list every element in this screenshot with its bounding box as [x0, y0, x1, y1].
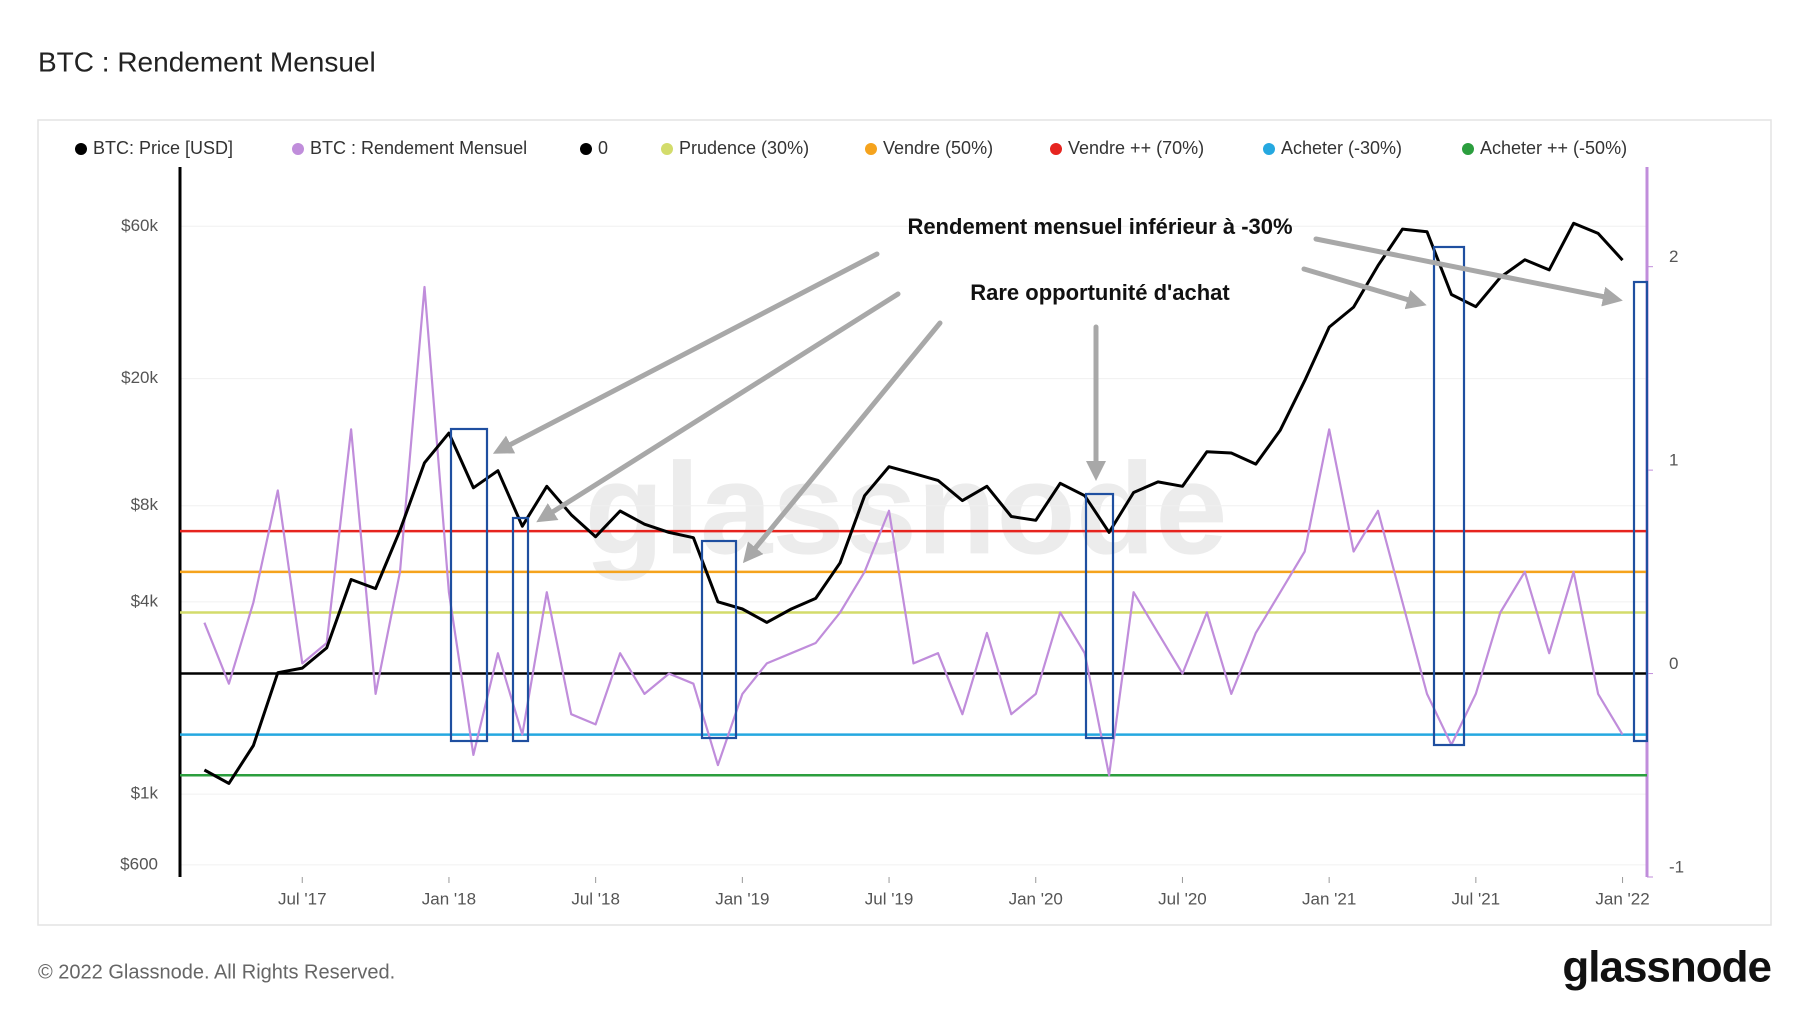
x-tick-label: Jan '22	[1595, 889, 1649, 908]
arrow	[536, 291, 901, 523]
arrow	[1301, 266, 1427, 310]
chart-title: BTC : Rendement Mensuel	[38, 46, 376, 77]
highlight-box	[1084, 492, 1115, 740]
chart-frame	[37, 119, 1772, 926]
legend-marker	[75, 143, 87, 155]
legend-label: Vendre ++ (70%)	[1068, 138, 1204, 158]
y2-tick-label: 0	[1669, 654, 1678, 673]
highlight-box	[1632, 280, 1649, 743]
y-tick-label: $8k	[131, 495, 159, 514]
legend-marker	[580, 143, 592, 155]
arrows	[492, 236, 1623, 564]
return-line	[203, 285, 1624, 777]
legend-label: BTC : Rendement Mensuel	[310, 138, 527, 158]
logo: glassnode	[1562, 943, 1771, 992]
arrow	[492, 251, 880, 454]
legend-label: Prudence (30%)	[679, 138, 809, 158]
legend-label: BTC: Price [USD]	[93, 138, 233, 158]
arrow	[1313, 236, 1623, 307]
y2-tick-label: 1	[1669, 451, 1678, 470]
legend-label: 0	[598, 138, 608, 158]
x-tick-label: Jan '20	[1009, 889, 1063, 908]
legend-marker	[1050, 143, 1062, 155]
y-tick-label: $4k	[131, 591, 159, 610]
highlight-box	[1432, 245, 1466, 747]
highlight-box	[700, 539, 738, 740]
annotation: Rare opportunité d'achat	[970, 280, 1230, 305]
x-tick-label: Jan '21	[1302, 889, 1356, 908]
legend-marker	[1462, 143, 1474, 155]
legend-label: Vendre (50%)	[883, 138, 993, 158]
y-tick-label: $1k	[131, 784, 159, 803]
copyright: © 2022 Glassnode. All Rights Reserved.	[38, 961, 395, 983]
x-tick-label: Jan '18	[422, 889, 476, 908]
x-tick-label: Jul '20	[1158, 889, 1207, 908]
legend-label: Acheter ++ (-50%)	[1480, 138, 1627, 158]
y-tick-label: $20k	[121, 368, 158, 387]
x-tick-label: Jan '19	[715, 889, 769, 908]
y2-tick-label: 2	[1669, 247, 1678, 266]
legend-marker	[865, 143, 877, 155]
watermark: glassnode	[585, 435, 1228, 581]
annotation: Rendement mensuel inférieur à -30%	[907, 214, 1292, 239]
highlight-box	[449, 427, 489, 743]
x-tick-label: Jul '19	[865, 889, 914, 908]
x-tick-label: Jul '18	[571, 889, 620, 908]
highlight-boxes	[449, 245, 1649, 747]
x-tick-label: Jul '21	[1452, 889, 1501, 908]
y-tick-label: $60k	[121, 216, 158, 235]
highlight-box	[511, 516, 530, 743]
arrow	[742, 320, 943, 564]
legend-marker	[661, 143, 673, 155]
legend-label: Acheter (-30%)	[1281, 138, 1402, 158]
legend-marker	[1263, 143, 1275, 155]
legend-marker	[292, 143, 304, 155]
y2-tick-label: -1	[1669, 857, 1684, 876]
y-tick-label: $600	[120, 854, 158, 873]
x-tick-label: Jul '17	[278, 889, 327, 908]
